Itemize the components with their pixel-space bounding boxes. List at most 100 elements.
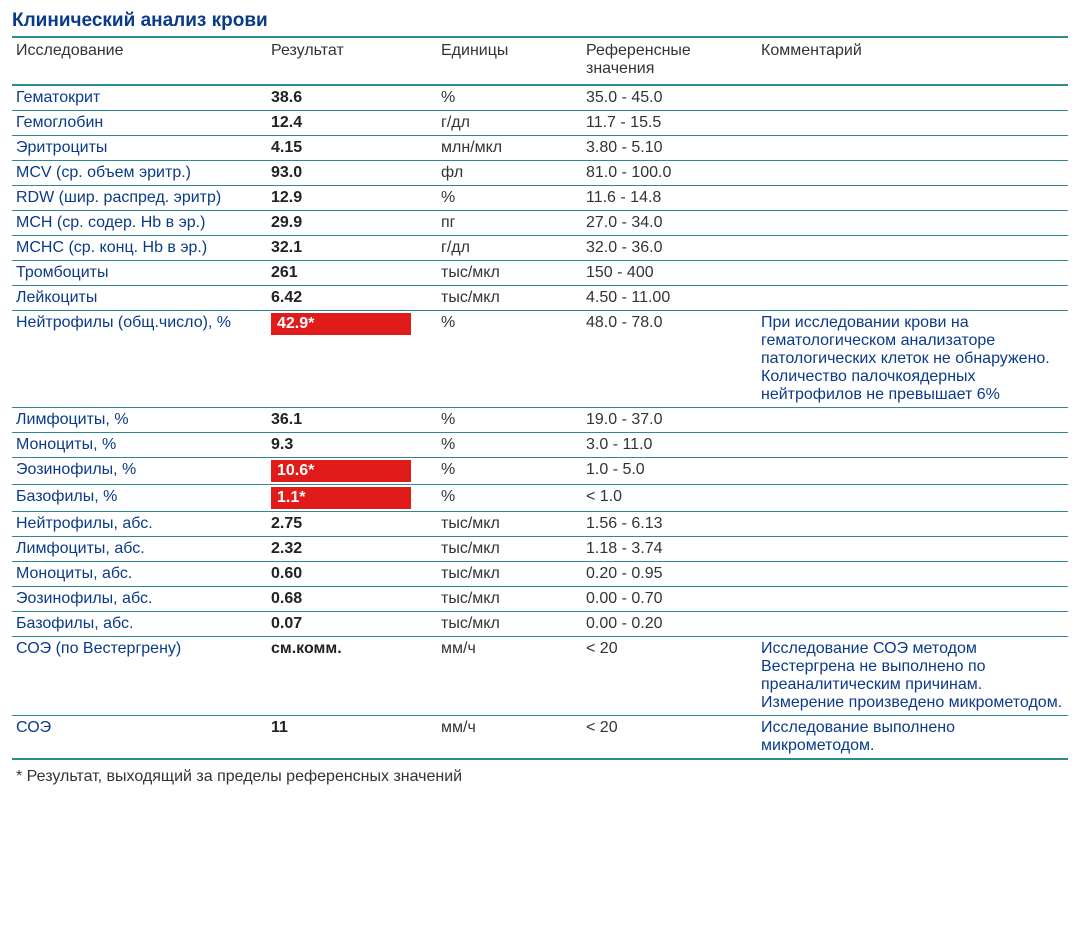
table-row: Базофилы, %1.1*%< 1.0 xyxy=(12,485,1068,512)
cell-ref: 81.0 - 100.0 xyxy=(582,161,757,186)
cell-result: 0.68 xyxy=(267,587,437,612)
cell-units: % xyxy=(437,433,582,458)
cell-test: Моноциты, абс. xyxy=(12,562,267,587)
cell-units: пг xyxy=(437,211,582,236)
cell-test: Эритроциты xyxy=(12,136,267,161)
table-row: Гемоглобин12.4г/дл11.7 - 15.5 xyxy=(12,111,1068,136)
table-row: Моноциты, %9.3%3.0 - 11.0 xyxy=(12,433,1068,458)
table-row: Нейтрофилы (общ.число), %42.9*%48.0 - 78… xyxy=(12,311,1068,408)
cell-result: 36.1 xyxy=(267,408,437,433)
cell-result: 32.1 xyxy=(267,236,437,261)
cell-comment xyxy=(757,562,1068,587)
col-header-result: Результат xyxy=(267,37,437,85)
cell-test: Гемоглобин xyxy=(12,111,267,136)
cell-ref: 0.00 - 0.20 xyxy=(582,612,757,637)
table-row: Эозинофилы, абс.0.68тыс/мкл0.00 - 0.70 xyxy=(12,587,1068,612)
cell-comment: Исследование СОЭ методом Вестергрена не … xyxy=(757,637,1068,716)
result-highlight: 10.6* xyxy=(271,460,411,482)
table-row: Эритроциты4.15млн/мкл3.80 - 5.10 xyxy=(12,136,1068,161)
table-row: RDW (шир. распред. эритр)12.9%11.6 - 14.… xyxy=(12,186,1068,211)
cell-result: 29.9 xyxy=(267,211,437,236)
cell-comment xyxy=(757,236,1068,261)
cell-result: 0.07 xyxy=(267,612,437,637)
cell-units: тыс/мкл xyxy=(437,261,582,286)
cell-ref: 35.0 - 45.0 xyxy=(582,85,757,111)
result-highlight: 42.9* xyxy=(271,313,411,335)
result-highlight: 1.1* xyxy=(271,487,411,509)
cell-units: % xyxy=(437,485,582,512)
cell-ref: < 1.0 xyxy=(582,485,757,512)
cell-test: Гематокрит xyxy=(12,85,267,111)
cell-units: фл xyxy=(437,161,582,186)
cell-result: 2.32 xyxy=(267,537,437,562)
cell-ref: 1.56 - 6.13 xyxy=(582,512,757,537)
cell-units: % xyxy=(437,408,582,433)
cell-ref: < 20 xyxy=(582,637,757,716)
cell-comment: При исследовании крови на гематологическ… xyxy=(757,311,1068,408)
cell-comment xyxy=(757,458,1068,485)
table-row: Лимфоциты, абс.2.32тыс/мкл1.18 - 3.74 xyxy=(12,537,1068,562)
cell-ref: 0.00 - 0.70 xyxy=(582,587,757,612)
cell-test: Лейкоциты xyxy=(12,286,267,311)
table-row: Базофилы, абс.0.07тыс/мкл0.00 - 0.20 xyxy=(12,612,1068,637)
cell-units: млн/мкл xyxy=(437,136,582,161)
cell-comment: Исследование выполнено микрометодом. xyxy=(757,716,1068,760)
cell-units: г/дл xyxy=(437,111,582,136)
table-row: Лейкоциты6.42тыс/мкл4.50 - 11.00 xyxy=(12,286,1068,311)
cell-ref: 32.0 - 36.0 xyxy=(582,236,757,261)
table-row: Гематокрит38.6%35.0 - 45.0 xyxy=(12,85,1068,111)
cell-test: MCHC (ср. конц. Hb в эр.) xyxy=(12,236,267,261)
cell-result: 93.0 xyxy=(267,161,437,186)
cell-result: 9.3 xyxy=(267,433,437,458)
cell-ref: 48.0 - 78.0 xyxy=(582,311,757,408)
cell-ref: 4.50 - 11.00 xyxy=(582,286,757,311)
cell-comment xyxy=(757,111,1068,136)
cell-comment xyxy=(757,161,1068,186)
cell-ref: 1.18 - 3.74 xyxy=(582,537,757,562)
table-row: Эозинофилы, %10.6*%1.0 - 5.0 xyxy=(12,458,1068,485)
cell-units: тыс/мкл xyxy=(437,512,582,537)
cell-result: 6.42 xyxy=(267,286,437,311)
table-row: MCHC (ср. конц. Hb в эр.)32.1г/дл32.0 - … xyxy=(12,236,1068,261)
cell-test: Лимфоциты, % xyxy=(12,408,267,433)
cell-test: Лимфоциты, абс. xyxy=(12,537,267,562)
cell-units: % xyxy=(437,458,582,485)
header-row: Исследование Результат Единицы Референсн… xyxy=(12,37,1068,85)
cell-test: Нейтрофилы (общ.число), % xyxy=(12,311,267,408)
cell-units: тыс/мкл xyxy=(437,537,582,562)
cell-result: 38.6 xyxy=(267,85,437,111)
cell-result: 10.6* xyxy=(267,458,437,485)
cell-ref: 3.0 - 11.0 xyxy=(582,433,757,458)
table-row: СОЭ11мм/ч< 20Исследование выполнено микр… xyxy=(12,716,1068,760)
cell-units: мм/ч xyxy=(437,637,582,716)
cell-result: 42.9* xyxy=(267,311,437,408)
cell-test: Эозинофилы, % xyxy=(12,458,267,485)
cell-units: % xyxy=(437,85,582,111)
cell-comment xyxy=(757,408,1068,433)
table-row: MCV (ср. объем эритр.)93.0фл81.0 - 100.0 xyxy=(12,161,1068,186)
cell-test: Моноциты, % xyxy=(12,433,267,458)
col-header-test: Исследование xyxy=(12,37,267,85)
cell-ref: 27.0 - 34.0 xyxy=(582,211,757,236)
cell-units: тыс/мкл xyxy=(437,587,582,612)
cell-units: мм/ч xyxy=(437,716,582,760)
cell-ref: 150 - 400 xyxy=(582,261,757,286)
table-row: Лимфоциты, %36.1%19.0 - 37.0 xyxy=(12,408,1068,433)
cell-result: 1.1* xyxy=(267,485,437,512)
cell-comment xyxy=(757,537,1068,562)
cell-test: MCH (ср. содер. Hb в эр.) xyxy=(12,211,267,236)
cell-comment xyxy=(757,286,1068,311)
cell-ref: 3.80 - 5.10 xyxy=(582,136,757,161)
cell-ref: < 20 xyxy=(582,716,757,760)
results-table: Исследование Результат Единицы Референсн… xyxy=(12,36,1068,760)
footnote: * Результат, выходящий за пределы рефере… xyxy=(12,760,1068,790)
cell-comment xyxy=(757,261,1068,286)
cell-test: СОЭ xyxy=(12,716,267,760)
cell-result: 261 xyxy=(267,261,437,286)
cell-comment xyxy=(757,485,1068,512)
col-header-ref: Референсные значения xyxy=(582,37,757,85)
cell-test: RDW (шир. распред. эритр) xyxy=(12,186,267,211)
cell-units: % xyxy=(437,186,582,211)
cell-comment xyxy=(757,587,1068,612)
cell-result: см.комм. xyxy=(267,637,437,716)
